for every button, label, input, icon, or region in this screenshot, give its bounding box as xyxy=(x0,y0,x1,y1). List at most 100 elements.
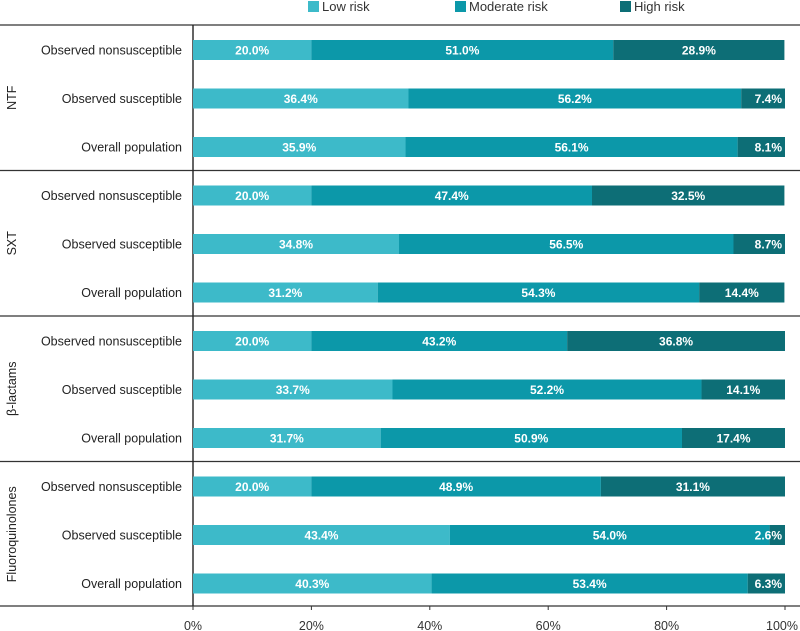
legend-label-moderate-risk: Moderate risk xyxy=(469,0,548,14)
group-dividers xyxy=(0,24,800,607)
category-label: Overall population xyxy=(81,577,182,591)
category-labels: NTF SXT β-lactams Fluoroquinolones Observed … xyxy=(5,44,182,592)
bar-segment-high-risk xyxy=(699,282,785,303)
legend: Low risk Moderate risk High risk xyxy=(308,0,685,14)
legend-label-low-risk: Low risk xyxy=(322,0,370,14)
category-label: Observed susceptible xyxy=(62,238,182,252)
bar-value-label: 43.4% xyxy=(304,528,338,542)
bar-segment-moderate-risk xyxy=(311,331,568,351)
x-tick-label: 60% xyxy=(536,619,561,631)
bar-value-label: 56.1% xyxy=(555,140,589,154)
bar-segment-moderate-risk xyxy=(311,476,601,497)
bar-segment-low-risk xyxy=(193,40,312,60)
bar-value-label: 14.4% xyxy=(725,286,759,300)
category-label: Observed nonsusceptible xyxy=(41,335,182,349)
group-label-ntf: NTF xyxy=(5,85,19,110)
category-label: Overall population xyxy=(81,286,182,300)
bar-segment-moderate-risk xyxy=(380,428,682,448)
bar-value-label: 50.9% xyxy=(514,431,548,445)
bar-segment-high-risk xyxy=(592,185,785,206)
bar-segment-high-risk xyxy=(613,40,785,60)
bar-segment-moderate-risk xyxy=(377,282,700,303)
bar-segment-low-risk xyxy=(193,525,450,545)
group-label-lactams: β-lactams xyxy=(5,362,19,416)
bar-value-label: 6.3% xyxy=(755,577,783,591)
bar-segment-moderate-risk xyxy=(405,137,738,157)
bar-value-label: 20.0% xyxy=(235,43,269,57)
bar-value-label: 7.4% xyxy=(755,92,783,106)
category-label: Overall population xyxy=(81,432,182,446)
x-tick-label: 100% xyxy=(766,619,798,631)
category-label: Observed susceptible xyxy=(62,92,182,106)
bar-value-label: 54.3% xyxy=(521,286,555,300)
category-label: Observed susceptible xyxy=(62,383,182,397)
bar-segment-low-risk xyxy=(193,331,312,351)
bar-value-label: 53.4% xyxy=(573,577,607,591)
bar-value-label: 43.2% xyxy=(422,334,456,348)
bar-segment-high-risk xyxy=(600,476,785,497)
bars: 20.0% 51.0% 28.9% 36.4% 56.2% 7.4% 35.9% 56.1% 8… xyxy=(193,40,785,594)
category-label: Observed susceptible xyxy=(62,529,182,543)
legend-swatch-moderate-risk xyxy=(455,1,466,12)
bar-segment-high-risk xyxy=(737,137,785,157)
bar-segment-high-risk xyxy=(701,379,785,400)
bar-segment-low-risk xyxy=(193,88,409,109)
bar-value-label: 35.9% xyxy=(282,140,316,154)
bar-value-label: 14.1% xyxy=(726,383,760,397)
bar-value-label: 8.1% xyxy=(755,140,783,154)
bar-segment-moderate-risk xyxy=(408,88,742,109)
bar-segment-moderate-risk xyxy=(392,379,702,400)
bar-value-label: 31.7% xyxy=(270,431,304,445)
bar-value-label: 20.0% xyxy=(235,189,269,203)
bar-value-label: 52.2% xyxy=(530,383,564,397)
x-tick-label: 40% xyxy=(417,619,442,631)
bar-value-label: 31.2% xyxy=(268,286,302,300)
category-label: Overall population xyxy=(81,141,182,155)
bar-value-label: 51.0% xyxy=(445,43,479,57)
bar-value-label: 34.8% xyxy=(279,237,313,251)
bar-segment-high-risk xyxy=(741,88,785,109)
bar-segment-high-risk xyxy=(747,573,785,594)
x-tick-label: 20% xyxy=(299,619,324,631)
bar-segment-moderate-risk xyxy=(311,185,593,206)
bar-value-label: 47.4% xyxy=(435,189,469,203)
bar-value-label: 17.4% xyxy=(716,431,750,445)
bar-value-label: 31.1% xyxy=(676,480,710,494)
x-axis: 0% 20% 40% 60% 80% 100% xyxy=(184,606,798,631)
bar-value-label: 48.9% xyxy=(439,480,473,494)
bar-value-label: 8.7% xyxy=(755,237,783,251)
bar-segment-high-risk xyxy=(769,525,785,545)
legend-swatch-low-risk xyxy=(308,1,319,12)
bar-value-label: 28.9% xyxy=(682,43,716,57)
bar-segment-moderate-risk xyxy=(311,40,614,60)
bar-segment-low-risk xyxy=(193,234,400,254)
bar-segment-low-risk xyxy=(193,428,381,448)
bar-value-label: 56.5% xyxy=(549,237,583,251)
bar-value-label: 20.0% xyxy=(235,480,269,494)
group-label-sxt: SXT xyxy=(5,231,19,256)
bar-value-label: 33.7% xyxy=(276,383,310,397)
bar-segment-low-risk xyxy=(193,379,393,400)
category-label: Observed nonsusceptible xyxy=(41,189,182,203)
bar-value-label: 54.0% xyxy=(593,528,627,542)
bar-segment-high-risk xyxy=(681,428,785,448)
group-label-fluoroquinolones: Fluoroquinolones xyxy=(5,486,19,582)
bar-segment-low-risk xyxy=(193,573,432,594)
bar-segment-moderate-risk xyxy=(431,573,748,594)
bar-value-label: 20.0% xyxy=(235,334,269,348)
bar-segment-low-risk xyxy=(193,185,312,206)
bar-segment-high-risk xyxy=(733,234,785,254)
legend-swatch-high-risk xyxy=(620,1,631,12)
bar-value-label: 36.8% xyxy=(659,334,693,348)
bar-segment-low-risk xyxy=(193,137,406,157)
bar-segment-moderate-risk xyxy=(449,525,770,545)
bar-segment-moderate-risk xyxy=(399,234,734,254)
x-tick-label: 80% xyxy=(654,619,679,631)
bar-value-label: 36.4% xyxy=(284,92,318,106)
legend-label-high-risk: High risk xyxy=(634,0,685,14)
category-label: Observed nonsusceptible xyxy=(41,480,182,494)
bar-value-label: 2.6% xyxy=(755,528,783,542)
bar-value-label: 56.2% xyxy=(558,92,592,106)
bar-value-label: 40.3% xyxy=(295,577,329,591)
